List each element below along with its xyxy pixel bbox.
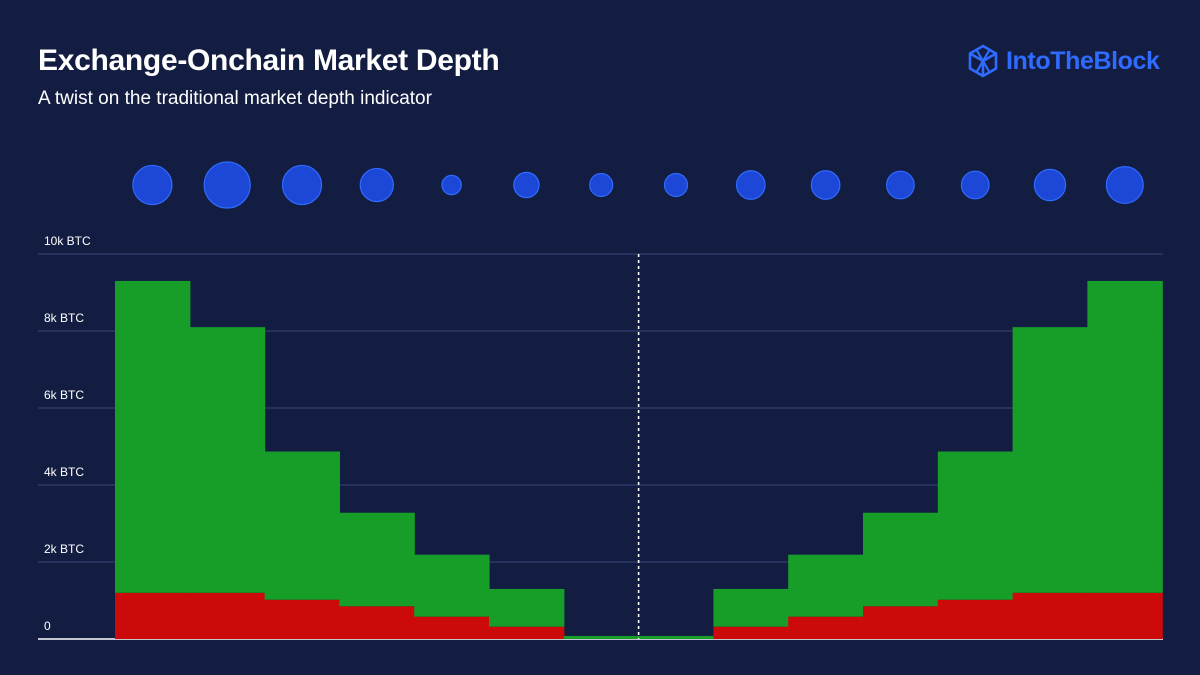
- bar-segment-1-11: [937, 451, 1014, 600]
- bar-segment-1-9: [788, 554, 864, 617]
- bar-segment-0-13: [1087, 592, 1163, 639]
- bar-segment-1-10: [863, 512, 939, 607]
- y-tick-label: 4k BTC: [44, 465, 84, 479]
- bar-segment-0-2: [264, 599, 340, 639]
- y-tick-label: 0: [44, 619, 51, 633]
- bar-segment-1-0: [115, 280, 191, 593]
- bubble-4: [441, 174, 462, 196]
- bar-segment-1-4: [414, 554, 490, 617]
- bar-segment-1-8: [713, 588, 789, 627]
- bar-segment-0-3: [339, 606, 415, 639]
- bar-segment-0-8: [713, 626, 789, 639]
- bar-segment-1-3: [339, 512, 415, 607]
- bar-segment-0-4: [414, 616, 490, 639]
- bubble-12: [1033, 168, 1067, 202]
- bubble-13: [1105, 166, 1144, 205]
- bar-segment-0-0: [115, 592, 191, 639]
- bubble-7: [663, 172, 689, 198]
- bar-segment-1-12: [1012, 327, 1088, 593]
- bubble-9: [810, 170, 841, 200]
- bubble-6: [589, 172, 614, 198]
- bubble-0: [132, 164, 173, 206]
- bar-segment-1-2: [264, 451, 340, 600]
- bars: [115, 280, 1163, 639]
- bar-segment-0-9: [788, 616, 864, 639]
- bar-segment-0-10: [863, 606, 939, 639]
- bar-segment-1-1: [189, 327, 266, 593]
- y-tick-label: 2k BTC: [44, 542, 84, 556]
- bubble-2: [281, 164, 323, 206]
- bubble-11: [960, 170, 990, 200]
- chart-subtitle: A twist on the traditional market depth …: [38, 88, 432, 109]
- brand-logo: IntoTheBlock: [966, 44, 1160, 78]
- bubble-5: [513, 171, 540, 199]
- y-axis-labels: 0 2k BTC 4k BTC 6k BTC 8k BTC 10k BTC: [44, 234, 91, 633]
- bubble-1: [203, 161, 251, 209]
- bar-segment-1-5: [489, 588, 565, 627]
- hexagon-cube-logo-icon: [968, 44, 998, 78]
- brand-name: IntoTheBlock: [1006, 46, 1160, 75]
- y-tick-label: 6k BTC: [44, 388, 84, 402]
- bar-segment-1-13: [1087, 280, 1163, 593]
- bar-segment-0-12: [1012, 592, 1088, 639]
- bubbles: [132, 161, 1144, 209]
- bubble-8: [735, 170, 766, 200]
- y-tick-label: 10k BTC: [44, 234, 91, 248]
- bar-segment-0-1: [189, 592, 266, 639]
- bar-segment-1-7: [638, 635, 714, 639]
- y-tick-label: 8k BTC: [44, 311, 84, 325]
- bubble-10: [886, 170, 915, 200]
- bar-segment-0-11: [937, 599, 1014, 639]
- bar-segment-0-5: [489, 626, 565, 639]
- bubble-3: [359, 167, 394, 203]
- chart-title: Exchange-Onchain Market Depth: [38, 44, 500, 77]
- bar-segment-1-6: [563, 635, 640, 639]
